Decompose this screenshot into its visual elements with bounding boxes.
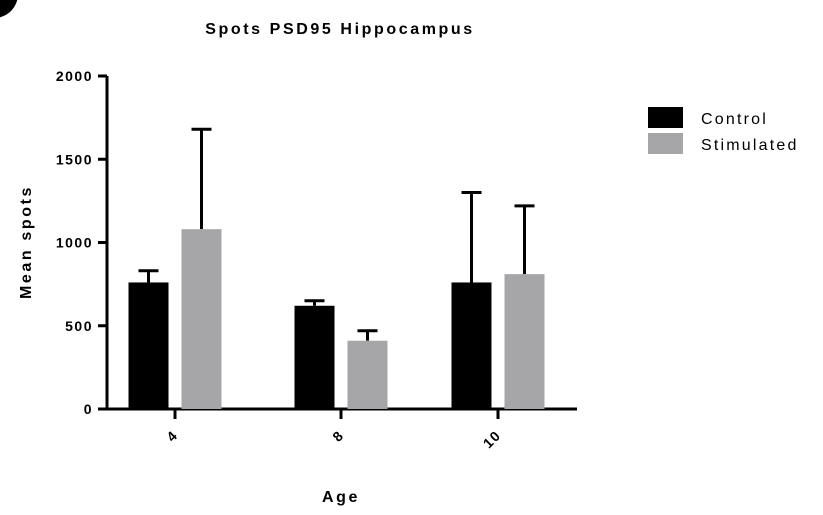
y-tick-label: 1000: [56, 235, 93, 251]
x-tick-label: 10: [480, 427, 504, 451]
legend: Control Stimulated: [648, 107, 799, 154]
y-tick-label: 1500: [56, 151, 93, 167]
y-tick-label: 2000: [56, 68, 93, 84]
y-tick-label: 0: [84, 401, 93, 417]
y-axis: 0 500 1000 1500 2000: [56, 68, 109, 417]
x-tick-label: 8: [329, 427, 347, 445]
y-axis-label: Mean spots: [18, 185, 35, 299]
legend-swatch: [648, 133, 683, 154]
bar: [294, 305, 335, 409]
bar: [128, 282, 169, 409]
x-axis: 4 8 10: [106, 407, 577, 451]
legend-label: Stimulated: [701, 137, 799, 154]
bar: [504, 274, 545, 409]
bar: [181, 229, 222, 409]
corner-badge: [0, 0, 18, 18]
x-axis-label: Age: [322, 489, 360, 506]
bar: [347, 340, 388, 409]
legend-swatch: [648, 107, 683, 128]
legend-label: Control: [701, 111, 768, 128]
bars: [128, 127, 545, 409]
bar: [451, 282, 492, 409]
y-tick-label: 500: [65, 318, 93, 334]
x-tick-label: 4: [163, 427, 181, 445]
chart-title: Spots PSD95 Hippocampus: [205, 21, 475, 38]
